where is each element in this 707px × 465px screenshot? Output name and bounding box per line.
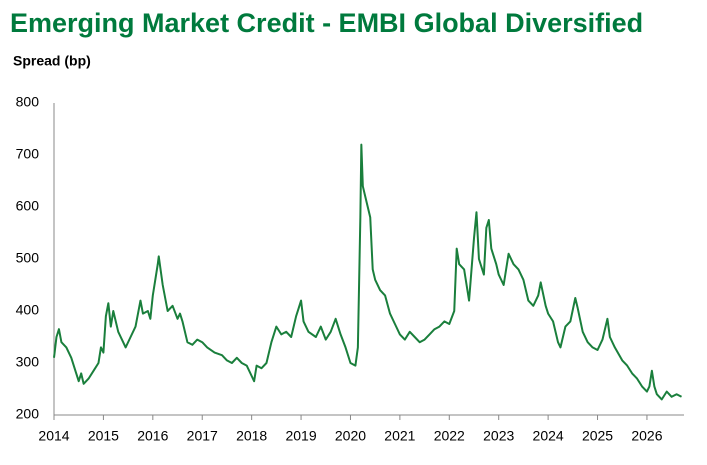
x-tick-label: 2024 bbox=[533, 428, 564, 444]
y-tick-label: 700 bbox=[16, 146, 40, 162]
chart-title: Emerging Market Credit - EMBI Global Div… bbox=[10, 8, 643, 38]
x-tick-label: 2018 bbox=[236, 428, 267, 444]
data-line bbox=[53, 143, 682, 401]
y-tick-label: 200 bbox=[16, 406, 40, 422]
x-tick-label: 2016 bbox=[137, 428, 168, 444]
x-tick-label: 2022 bbox=[434, 428, 465, 444]
x-tick-label: 2014 bbox=[38, 428, 69, 444]
x-tick-label: 2020 bbox=[335, 428, 366, 444]
x-tick-label: 2021 bbox=[384, 428, 415, 444]
x-tick-label: 2023 bbox=[483, 428, 514, 444]
x-tick-label: 2025 bbox=[582, 428, 613, 444]
y-axis-label: Spread (bp) bbox=[13, 53, 91, 69]
y-tick-label: 300 bbox=[16, 354, 40, 370]
x-tick-label: 2026 bbox=[631, 428, 662, 444]
x-tick-label: 2019 bbox=[285, 428, 316, 444]
y-tick-label: 600 bbox=[16, 198, 40, 214]
y-tick-label: 800 bbox=[16, 94, 40, 110]
y-tick-label: 500 bbox=[16, 250, 40, 266]
y-tick-label: 400 bbox=[16, 302, 40, 318]
x-tick-label: 2015 bbox=[88, 428, 119, 444]
x-tick-label: 2017 bbox=[187, 428, 218, 444]
